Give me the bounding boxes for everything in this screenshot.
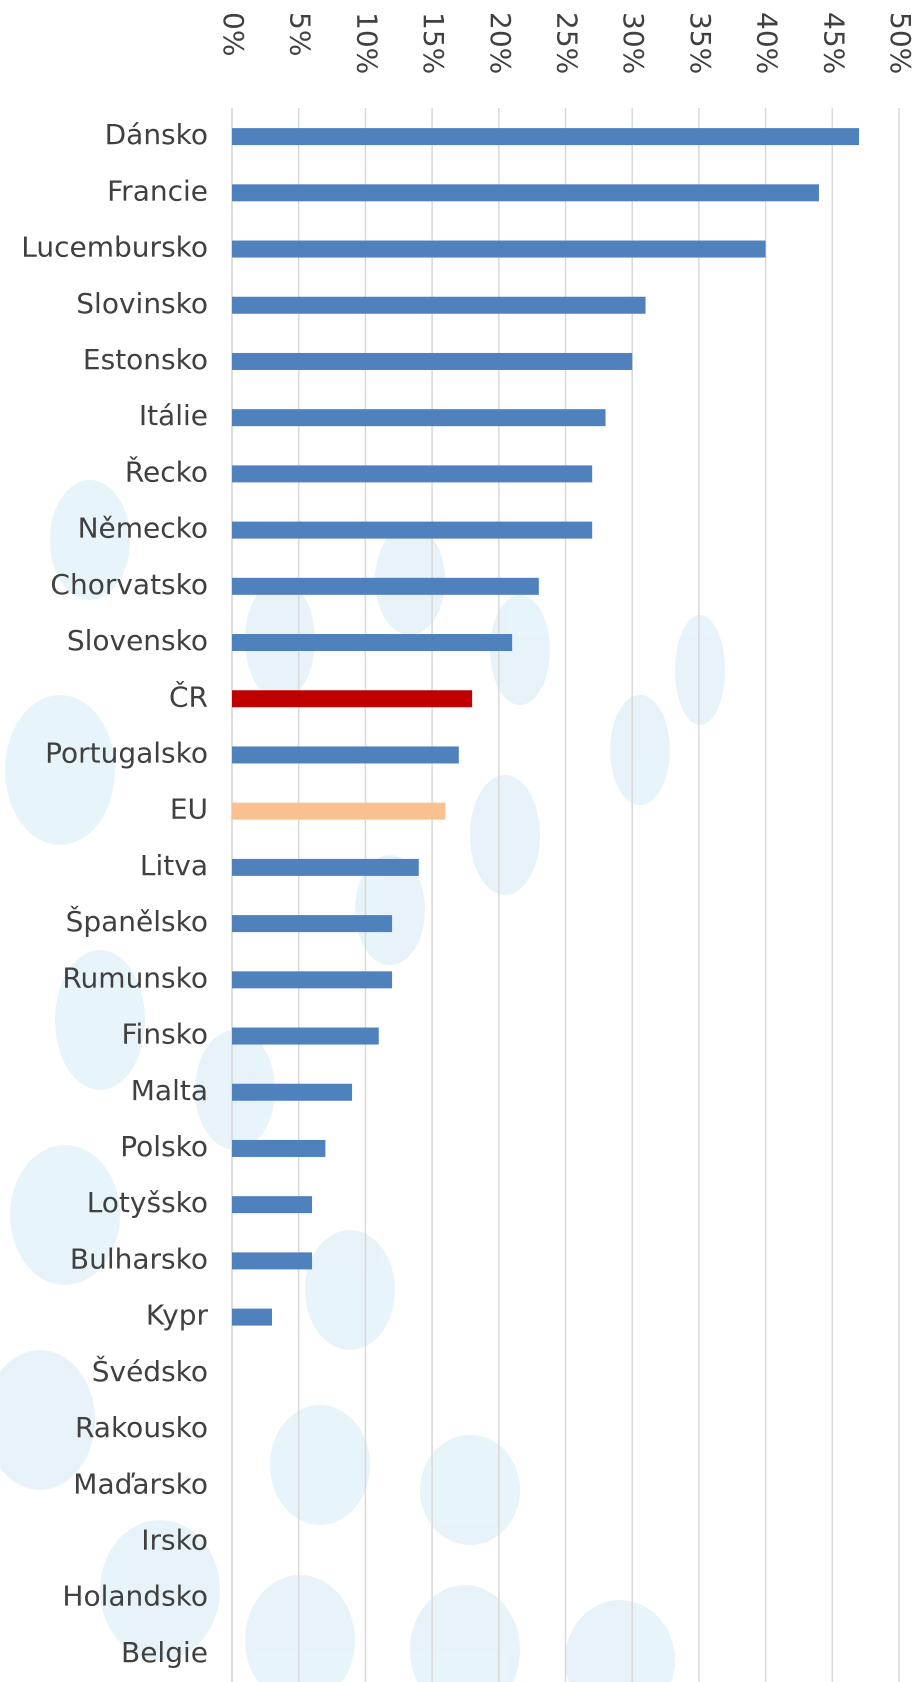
x-tick-label: 45% [817,12,850,74]
y-tick-label: Maďarsko [73,1467,208,1500]
y-tick-label: Řecko [125,454,208,488]
bar [232,859,419,876]
y-tick-label: Finsko [121,1018,208,1051]
y-tick-label: Slovensko [67,624,208,657]
y-tick-label: Polsko [120,1130,208,1163]
y-tick-label: Litva [140,849,208,882]
y-tick-label: Estonsko [83,343,208,376]
bar [232,297,646,314]
x-tick-label: 0% [217,12,250,56]
bar [232,634,512,651]
bar [232,1028,379,1045]
bar [232,1084,352,1101]
y-tick-label: Holandsko [62,1580,208,1613]
bar [232,353,632,370]
y-tick-label: Dánsko [105,118,208,151]
bar [232,1252,312,1269]
y-tick-label: EU [170,793,208,826]
y-tick-label: Švédsko [92,1354,208,1388]
y-tick-label: Irsko [141,1523,208,1556]
y-tick-label: Lucembursko [21,231,208,264]
y-tick-label: Rumunsko [62,961,208,994]
bar [232,409,606,426]
bar [232,241,766,258]
y-tick-label: Španělsko [66,904,208,938]
y-tick-label: Kypr [146,1299,209,1332]
y-tick-label: Rakousko [75,1411,208,1444]
y-tick-label: Portugalsko [45,736,208,769]
x-tick-label: 5% [284,12,317,56]
background-pattern [0,480,725,1682]
chart: 0% 5% 10% 15% 20% 25% 30% 35% 40% 45% 50% Dánsko Fra… [0,0,923,1682]
x-tick-label: 15% [417,12,450,74]
bar [232,1196,312,1213]
bar [232,1140,325,1157]
x-tick-label: 40% [751,12,784,74]
bar [232,522,592,539]
bar [232,915,392,932]
x-tick-label: 35% [684,12,717,74]
y-tick-label: Lotyšsko [87,1186,208,1219]
y-tick-label: Bulharsko [70,1242,208,1275]
y-tick-label: Itálie [139,399,208,432]
x-tick-label: 25% [551,12,584,74]
bar [232,746,459,763]
y-tick-label: Slovinsko [76,287,208,320]
x-tick-label: 10% [350,12,383,74]
bar [232,803,445,820]
x-tick-label: 30% [617,12,650,74]
bar [232,971,392,988]
bar [232,1309,272,1326]
y-tick-label: ČR [169,679,208,713]
x-tick-label: 50% [884,12,917,74]
x-tick-label: 20% [484,12,517,74]
y-tick-label: Německo [78,512,208,545]
y-tick-label: Francie [107,174,208,207]
y-tick-label: Chorvatsko [50,568,208,601]
bar [232,690,472,707]
bar [232,465,592,482]
bar [232,184,819,201]
bar [232,578,539,595]
y-tick-label: Malta [131,1074,208,1107]
y-tick-label: Belgie [121,1636,208,1669]
bar [232,128,859,145]
